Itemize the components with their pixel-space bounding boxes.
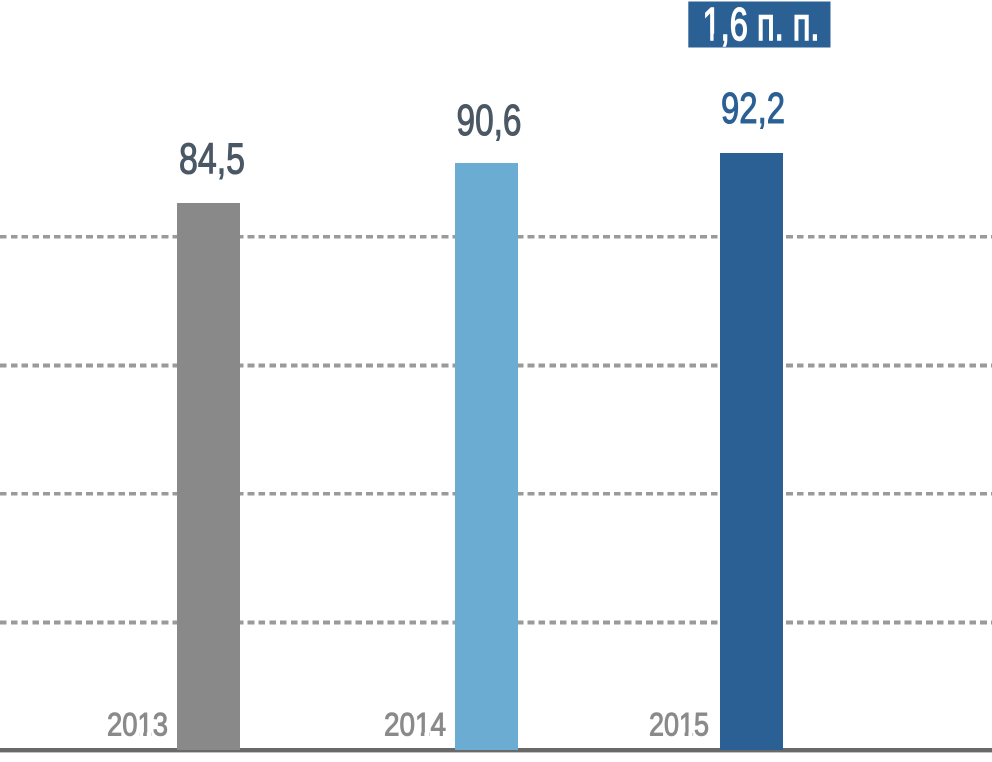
svg-text:2014: 2014 [384, 707, 446, 743]
svg-text:84,5: 84,5 [179, 134, 245, 183]
svg-text:1,6 п. п.: 1,6 п. п. [703, 0, 820, 50]
svg-text:2015: 2015 [649, 707, 709, 743]
svg-text:92,2: 92,2 [721, 84, 785, 133]
svg-text:2013: 2013 [107, 707, 168, 743]
svg-text:90,6: 90,6 [457, 96, 522, 145]
